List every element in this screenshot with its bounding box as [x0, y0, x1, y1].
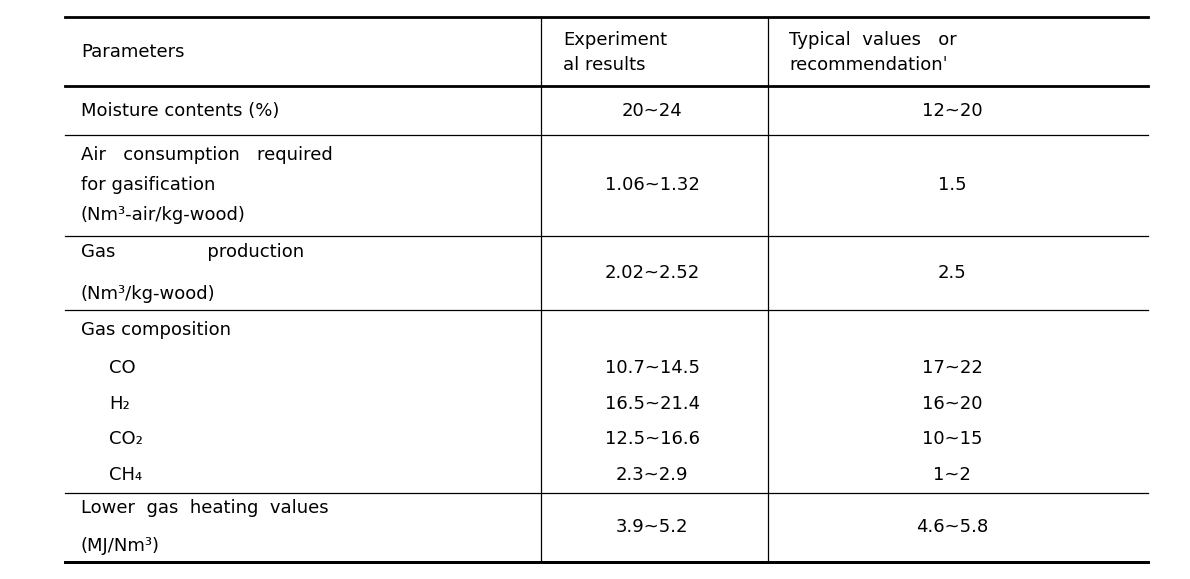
Text: H₂: H₂	[109, 395, 130, 413]
Text: 10~15: 10~15	[922, 430, 982, 448]
Text: 12~20: 12~20	[922, 102, 982, 120]
Text: Gas                production: Gas production	[81, 243, 305, 261]
Text: CH₄: CH₄	[109, 466, 143, 484]
Text: 20~24: 20~24	[621, 102, 683, 120]
Text: 2.3~2.9: 2.3~2.9	[616, 466, 688, 484]
Text: 4.6~5.8: 4.6~5.8	[916, 518, 988, 536]
Text: for gasification: for gasification	[81, 176, 215, 195]
Text: (Nm³/kg-wood): (Nm³/kg-wood)	[81, 285, 215, 303]
Text: 16.5~21.4: 16.5~21.4	[605, 395, 700, 413]
Text: (Nm³-air/kg-wood): (Nm³-air/kg-wood)	[81, 207, 246, 225]
Text: 2.5: 2.5	[938, 264, 966, 282]
Text: 1~2: 1~2	[933, 466, 971, 484]
Text: Moisture contents (%): Moisture contents (%)	[81, 102, 280, 120]
Text: 16~20: 16~20	[922, 395, 982, 413]
Text: 17~22: 17~22	[921, 359, 983, 377]
Text: al results: al results	[563, 56, 645, 74]
Text: Air   consumption   required: Air consumption required	[81, 146, 333, 164]
Text: 2.02~2.52: 2.02~2.52	[605, 264, 700, 282]
Text: CO: CO	[109, 359, 136, 377]
Text: recommendationˈ: recommendationˈ	[789, 56, 947, 74]
Text: 1.5: 1.5	[938, 176, 966, 195]
Text: Experiment: Experiment	[563, 31, 666, 49]
Text: Typical  values   or: Typical values or	[789, 31, 957, 49]
Text: CO₂: CO₂	[109, 430, 143, 448]
Text: Lower  gas  heating  values: Lower gas heating values	[81, 499, 328, 517]
Text: (MJ/Nm³): (MJ/Nm³)	[81, 537, 159, 555]
Text: Gas composition: Gas composition	[81, 321, 231, 339]
Text: 10.7~14.5: 10.7~14.5	[605, 359, 700, 377]
Text: 1.06~1.32: 1.06~1.32	[605, 176, 700, 195]
Text: 3.9~5.2: 3.9~5.2	[616, 518, 688, 536]
Text: 12.5~16.6: 12.5~16.6	[605, 430, 700, 448]
Text: Parameters: Parameters	[81, 43, 184, 61]
